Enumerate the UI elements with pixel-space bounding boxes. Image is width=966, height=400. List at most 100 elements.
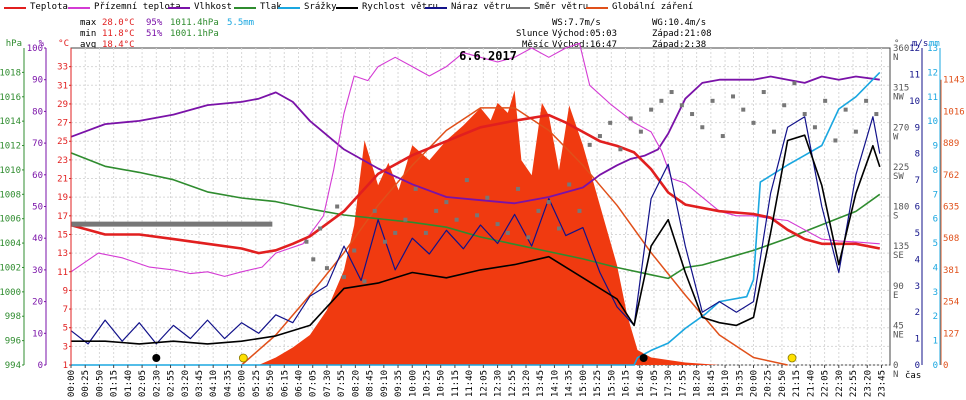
x-tick-label: 15:00	[579, 370, 589, 397]
series-temperature	[70, 113, 881, 255]
wind-direction-point	[659, 98, 664, 103]
humidity-axis-tick-label: 100	[27, 44, 43, 54]
humidity-axis-tick-label: 60	[32, 171, 43, 181]
wind-direction-point	[587, 142, 592, 147]
wind-direction-point	[782, 103, 787, 108]
legend-label: Globální záření	[612, 2, 694, 12]
avg-label: avg	[80, 40, 97, 50]
compass-label: SW	[893, 172, 904, 182]
wind-direction-point	[833, 138, 838, 143]
direction-tick-label: 0	[893, 361, 898, 371]
radiation-tick-label: 127	[943, 329, 959, 339]
direction-tick-label: 180	[893, 203, 909, 213]
x-tick-label: 15:25	[593, 370, 603, 397]
legend-label: Teplota	[30, 2, 68, 12]
pressure-axis-tick-label: 1016	[0, 93, 21, 103]
series-rain	[71, 71, 881, 366]
series-wind-gust	[70, 116, 881, 345]
x-tick-label: 01:15	[110, 370, 120, 397]
wind-direction-point	[628, 116, 633, 121]
wind-direction-point	[342, 274, 346, 279]
compass-label: NE	[893, 330, 904, 340]
pressure-axis-tick-label: 1008	[0, 190, 21, 200]
x-tick-label: 00:25	[81, 370, 91, 397]
temperature-axis-tick-label: 19	[57, 193, 68, 203]
sunset: Západ:21:08	[652, 29, 712, 39]
legend-label: Tlak	[260, 2, 282, 12]
radiation-tick-label: 254	[943, 298, 959, 308]
wind-direction-point	[403, 217, 408, 222]
humidity-axis-unit: %	[39, 39, 45, 49]
min-label: min	[80, 29, 97, 39]
wind-direction-point	[679, 103, 684, 108]
x-tick-label: 06:40	[295, 370, 305, 397]
wind-direction-point	[853, 129, 858, 134]
legend-label: Vlhkost	[194, 2, 232, 12]
wind-direction-point	[304, 239, 309, 244]
direction-tick-label: 45	[893, 321, 904, 331]
x-tick-label: 18:20	[693, 370, 703, 397]
wind-direction-point	[352, 248, 357, 253]
x-tick-label: 20:00	[750, 370, 760, 397]
x-tick-label: 11:40	[465, 370, 475, 397]
radiation-tick-label: 381	[943, 266, 959, 276]
temperature-axis-tick-label: 11	[57, 268, 68, 278]
x-tick-label: 16:15	[622, 370, 632, 397]
wind-direction-point	[393, 230, 398, 235]
wind-tick-label: 10	[909, 97, 920, 107]
rain-tick-label: 8	[933, 166, 938, 176]
wind-direction-point	[690, 112, 695, 117]
min-pressure: 1001.1hPa	[170, 29, 219, 39]
max-pressure: 1011.4hPa	[170, 18, 219, 28]
x-tick-label: 02:55	[167, 370, 177, 397]
legend-label: Náraz větru	[451, 2, 511, 12]
temperature-axis-tick-label: 27	[57, 119, 68, 129]
pressure-axis-tick-label: 1000	[0, 288, 21, 298]
rain-tick-label: 10	[927, 117, 938, 127]
rain-tick-label: 11	[927, 93, 938, 103]
radiation-tick-label: 889	[943, 139, 959, 149]
wind-gust-stat: WG:10.4m/s	[652, 18, 707, 28]
wind-direction-point	[710, 98, 715, 103]
max-humidity: 95%	[146, 18, 163, 28]
x-tick-label: 07:55	[337, 370, 347, 397]
rain-tick-label: 12	[927, 68, 938, 78]
x-tick-label: 13:20	[522, 370, 532, 397]
min-humidity: 51%	[146, 29, 163, 39]
rain-tick-label: 4	[933, 263, 938, 273]
temperature-axis-tick-label: 7	[63, 305, 68, 315]
rain-axis-unit: mm	[929, 39, 940, 49]
compass-label: W	[893, 132, 899, 142]
wind-direction-point	[382, 239, 387, 244]
axes: hPa9949969981000100210041006100810101012…	[0, 39, 965, 397]
wind-axis-unit: m/s	[912, 39, 928, 49]
x-tick-label: 14:35	[565, 370, 575, 397]
x-tick-label: 00:00	[67, 370, 77, 397]
wind-tick-label: 4	[915, 255, 920, 265]
pressure-axis-unit: hPa	[6, 39, 22, 49]
x-tick-label: 17:55	[678, 370, 688, 397]
sun-label: Slunce	[516, 29, 549, 39]
wind-direction-point	[751, 120, 756, 125]
wind-direction-point	[700, 125, 705, 130]
x-tick-label: 11:15	[451, 370, 461, 397]
x-tick-label: 15:50	[607, 370, 617, 397]
temperature-axis-unit: °C	[58, 39, 69, 49]
radiation-tick-label: 1016	[943, 107, 965, 117]
pressure-axis-tick-label: 1012	[0, 142, 21, 152]
series-radiation-model	[241, 107, 788, 366]
wind-direction-point	[546, 200, 551, 205]
wind-direction-point	[843, 107, 848, 112]
wind-direction-point	[649, 107, 654, 112]
wind-direction-point	[823, 98, 828, 103]
x-tick-label: 19:10	[721, 370, 731, 397]
direction-tick-label: 225	[893, 163, 909, 173]
x-tick-label: 02:05	[138, 370, 148, 397]
wind-speed-stat: WS:7.7m/s	[552, 18, 601, 28]
x-tick-label: 08:20	[351, 370, 361, 397]
x-tick-label: 12:05	[479, 370, 489, 397]
legend-swatch	[278, 7, 300, 9]
wind-direction-point	[423, 230, 428, 235]
wind-direction-point	[526, 235, 531, 240]
